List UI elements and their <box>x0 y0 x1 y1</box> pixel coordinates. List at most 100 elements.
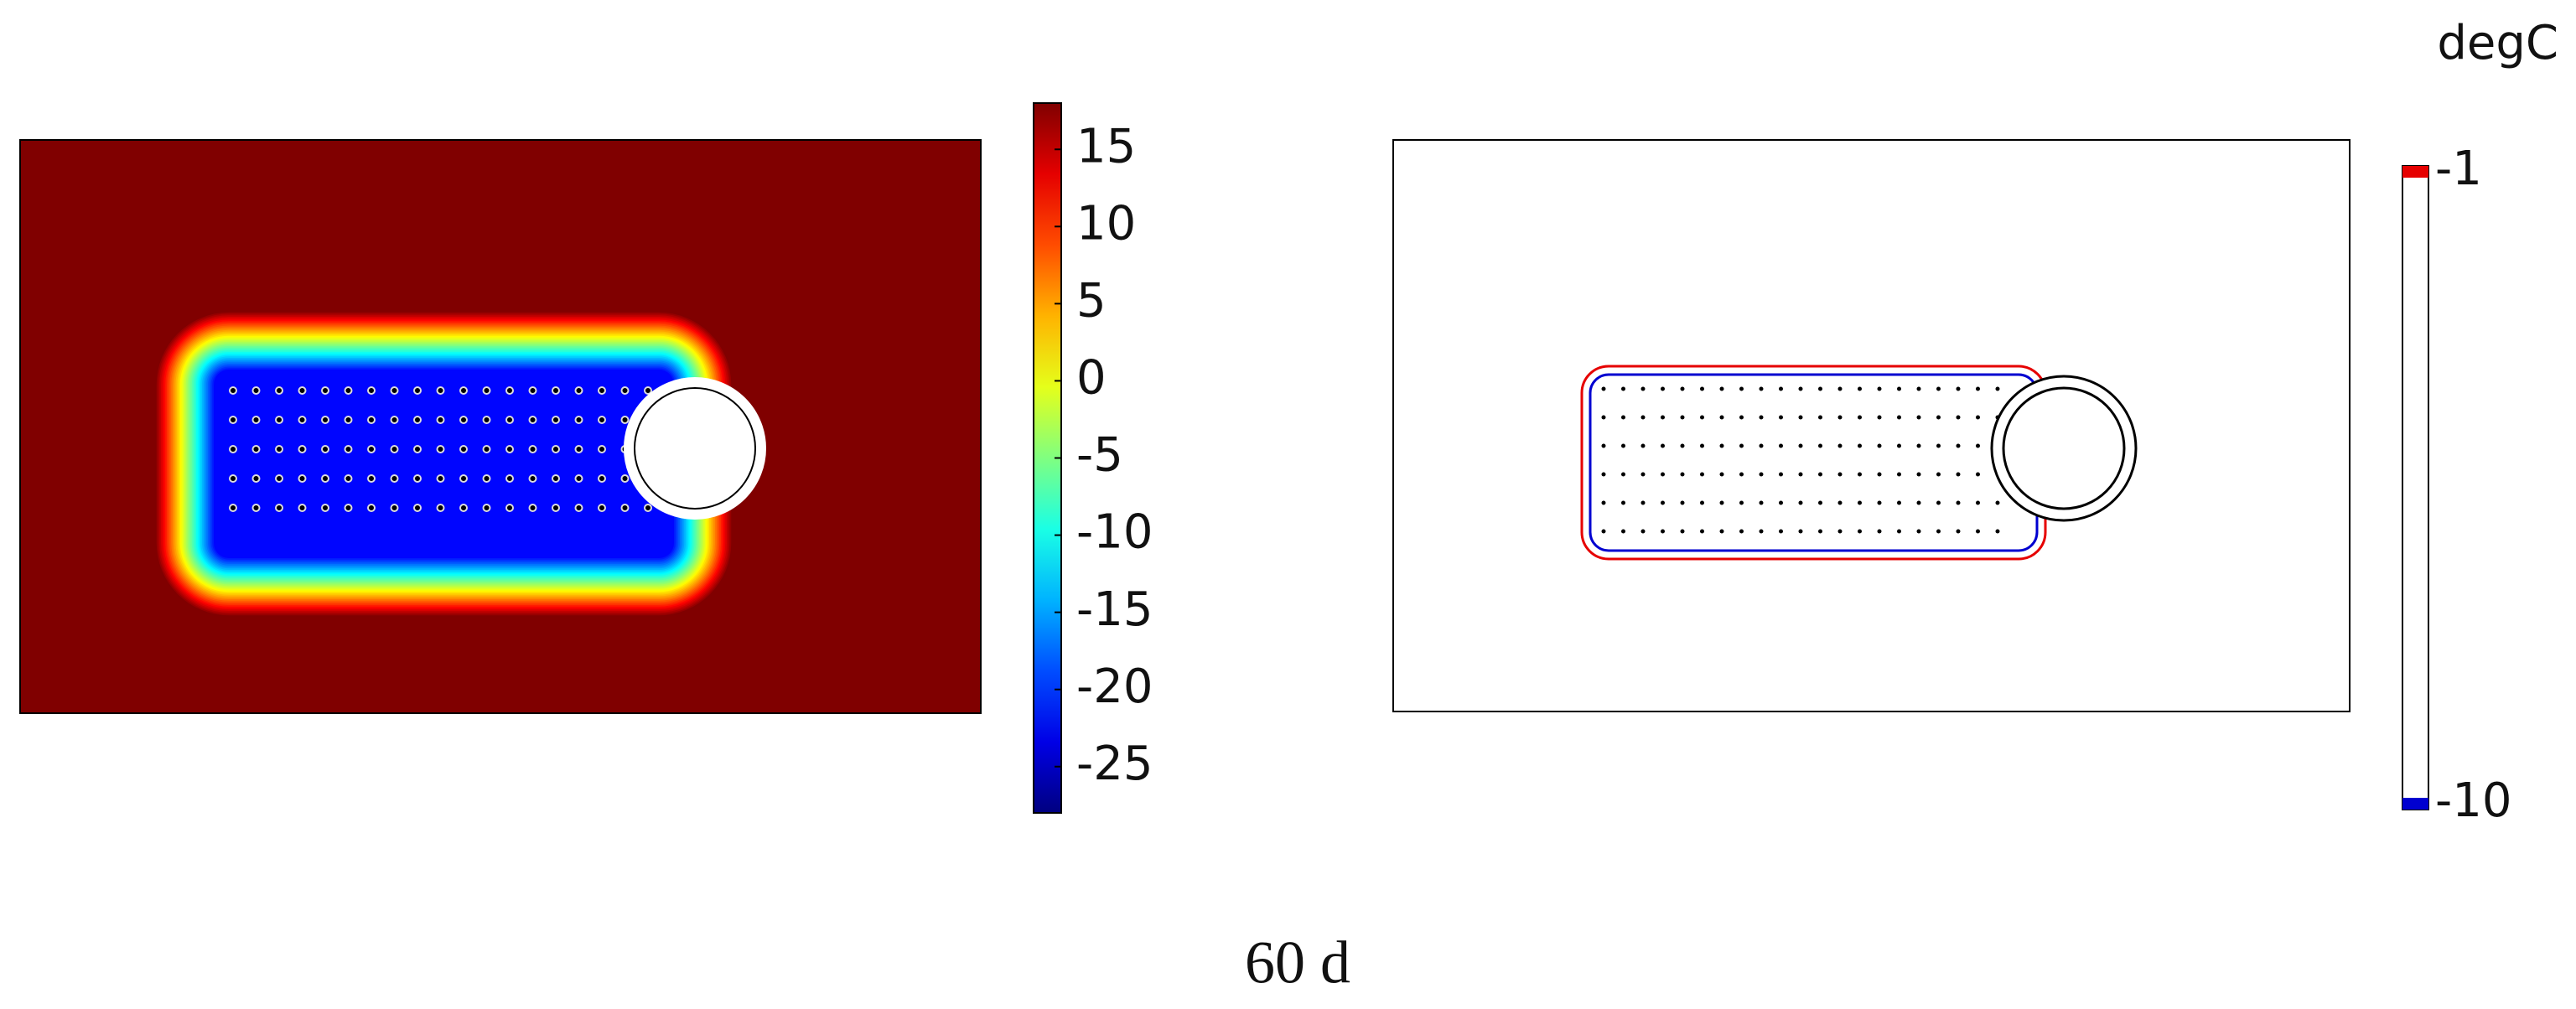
freeze-pipe <box>1779 386 1783 391</box>
freeze-pipe <box>1779 443 1783 448</box>
freeze-pipe <box>1759 443 1764 448</box>
freeze-pipe <box>1995 529 2000 534</box>
colorbar-tick-label: -25 <box>1076 737 1153 791</box>
freeze-pipe <box>413 416 422 424</box>
freeze-pipe <box>436 416 445 424</box>
freeze-pipe <box>1818 443 1822 448</box>
freeze-pipe <box>1700 386 1704 391</box>
freeze-pipe <box>574 386 583 395</box>
freeze-pipe <box>1601 500 1606 505</box>
freeze-pipe <box>1661 443 1665 448</box>
freeze-pipe <box>321 474 329 483</box>
freeze-pipe <box>1877 443 1882 448</box>
freeze-pipe <box>1661 386 1665 391</box>
freeze-pipe <box>1858 500 1862 505</box>
freeze-pipe <box>1680 500 1685 505</box>
left-frame <box>19 139 982 714</box>
freeze-pipe <box>436 474 445 483</box>
freeze-pipe <box>528 445 537 453</box>
freeze-pipe <box>229 474 237 483</box>
contour-key-label: -10 <box>2435 774 2511 828</box>
freeze-pipe <box>528 416 537 424</box>
freeze-pipe <box>1956 529 1961 534</box>
freeze-pipe <box>1700 443 1704 448</box>
freeze-pipe <box>1680 443 1685 448</box>
freeze-pipe <box>1798 415 1803 420</box>
freeze-pipe <box>275 445 283 453</box>
freeze-pipe <box>482 386 491 395</box>
freeze-pipe <box>505 445 514 453</box>
freeze-pipe <box>1739 472 1744 477</box>
freeze-pipe <box>1936 443 1941 448</box>
freeze-pipe <box>1956 500 1961 505</box>
freeze-pipe <box>436 445 445 453</box>
freeze-pipe <box>1916 472 1921 477</box>
freeze-pipe <box>275 416 283 424</box>
freeze-pipe <box>1837 472 1843 477</box>
freeze-pipe <box>1759 386 1764 391</box>
freeze-pipe <box>344 474 353 483</box>
freeze-pipe <box>1818 500 1822 505</box>
freeze-pipe <box>644 504 652 512</box>
freeze-pipe <box>367 474 376 483</box>
freeze-pipe <box>1858 529 1862 534</box>
freeze-pipe <box>482 416 491 424</box>
freeze-pipe <box>229 416 237 424</box>
freeze-pipe <box>620 416 630 424</box>
freeze-pipe <box>459 445 468 453</box>
freeze-pipe <box>1936 415 1941 420</box>
freeze-pipe <box>1897 415 1901 420</box>
freeze-pipe <box>459 504 468 512</box>
freeze-pipe <box>298 416 307 424</box>
freeze-pipe <box>367 504 376 512</box>
freeze-pipe <box>251 386 261 395</box>
freeze-pipe <box>644 386 652 395</box>
freeze-pipe <box>1640 529 1646 534</box>
freeze-pipe <box>1779 529 1783 534</box>
freeze-pipe <box>598 474 606 483</box>
freeze-pipe <box>620 386 630 395</box>
freeze-pipe <box>1976 443 1980 448</box>
freeze-pipe <box>1956 415 1961 420</box>
freeze-pipe <box>1837 443 1843 448</box>
freeze-pipe <box>1601 529 1606 534</box>
freeze-pipe <box>1897 472 1901 477</box>
freeze-pipe <box>344 386 353 395</box>
freeze-pipe <box>459 416 468 424</box>
freeze-pipe <box>1759 472 1764 477</box>
freeze-pipe <box>459 474 468 483</box>
freeze-pipe <box>1700 415 1704 420</box>
freeze-pipe <box>1916 415 1921 420</box>
freeze-pipe <box>1818 415 1822 420</box>
freeze-pipe <box>505 504 514 512</box>
colorbar-tick-label: 5 <box>1076 274 1107 329</box>
freeze-pipe <box>1779 472 1783 477</box>
freeze-pipe <box>482 445 491 453</box>
freeze-pipe <box>1995 500 2000 505</box>
freeze-pipe <box>1837 415 1843 420</box>
freeze-pipe <box>321 504 329 512</box>
freeze-pipe <box>1897 386 1901 391</box>
freeze-pipe <box>1956 472 1961 477</box>
freeze-pipe <box>275 474 283 483</box>
freeze-pipe <box>298 386 307 395</box>
contour-key <box>2402 166 2428 178</box>
freeze-pipe <box>552 445 560 453</box>
freeze-pipe <box>1916 443 1921 448</box>
freeze-pipe <box>528 386 537 395</box>
freeze-pipe <box>1877 472 1882 477</box>
freeze-pipe <box>620 474 630 483</box>
freeze-pipe <box>482 504 491 512</box>
freeze-pipe <box>1916 500 1921 505</box>
freeze-pipe <box>390 386 399 395</box>
freeze-pipe <box>1661 529 1665 534</box>
freeze-pipe <box>552 474 560 483</box>
freeze-pipe <box>275 386 283 395</box>
freeze-pipe <box>1798 386 1803 391</box>
freeze-pipe <box>1680 529 1685 534</box>
freeze-pipe <box>1798 529 1803 534</box>
freeze-pipe <box>1976 529 1980 534</box>
freeze-pipe <box>1995 386 2000 391</box>
freeze-pipe <box>1976 472 1980 477</box>
